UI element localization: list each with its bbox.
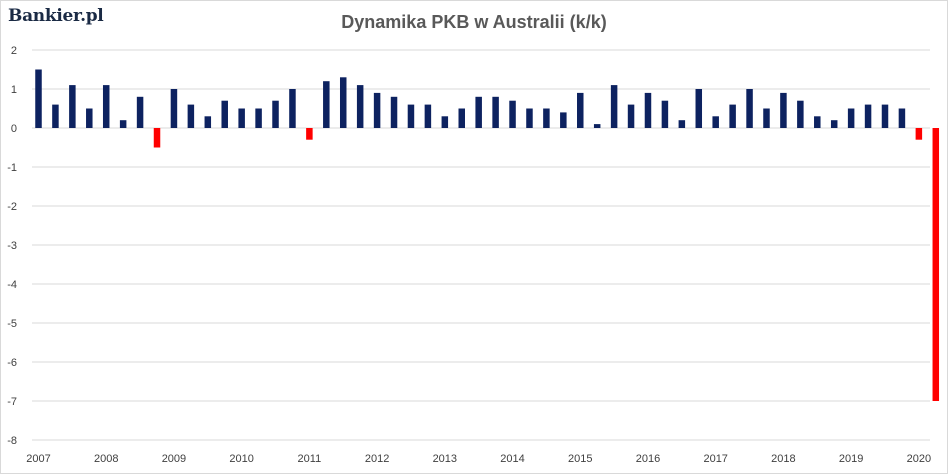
y-tick-label: -2 [7, 201, 17, 213]
gridlines [32, 49, 930, 441]
bars [35, 69, 940, 401]
bar [102, 85, 110, 128]
y-tick-label: -7 [7, 396, 17, 408]
bar [661, 100, 669, 128]
bar [932, 128, 940, 401]
bar [830, 120, 838, 128]
bar [306, 128, 313, 140]
bar [898, 108, 906, 128]
bar [475, 96, 482, 128]
bar [272, 100, 279, 128]
x-tick-label: 2010 [229, 453, 253, 465]
bar [35, 69, 42, 128]
x-tick-label: 2014 [500, 453, 524, 465]
y-tick-label: 2 [11, 45, 17, 57]
bankier-logo: Bankier.pl [8, 6, 104, 26]
x-tick-label: 2007 [26, 453, 50, 465]
bar [729, 104, 736, 128]
y-tick-label: -4 [7, 279, 17, 291]
x-axis-ticks: 2007 2008 2009 2010 2011 2012 2013 2014 2015 2016… [26, 453, 931, 465]
bar [678, 120, 686, 128]
y-tick-label: -8 [7, 435, 17, 447]
bar [644, 92, 652, 128]
bar [153, 128, 161, 148]
x-tick-label: 2012 [365, 453, 389, 465]
bar [407, 104, 415, 128]
bar [356, 85, 364, 128]
x-tick-label: 2017 [703, 453, 727, 465]
bar [915, 128, 923, 140]
y-axis-ticks: 2 1 0 -1 -2 -3 -4 -5 -6 -7 -8 [7, 45, 17, 447]
bar [695, 89, 703, 128]
bar [610, 85, 618, 128]
bar [221, 100, 228, 128]
x-tick-label: 2020 [907, 453, 931, 465]
bar [441, 116, 449, 128]
bar [847, 108, 855, 128]
bar [424, 104, 432, 128]
bar [881, 104, 889, 128]
bar [390, 96, 398, 128]
bar [119, 120, 127, 128]
x-tick-label: 2019 [839, 453, 863, 465]
bar [373, 92, 381, 128]
x-tick-label: 2013 [433, 453, 457, 465]
x-tick-label: 2011 [298, 453, 322, 465]
bar [746, 89, 753, 128]
x-tick-label: 2018 [771, 453, 795, 465]
bar [323, 81, 330, 128]
bar [712, 116, 719, 128]
bar [289, 89, 296, 128]
bar [255, 108, 262, 128]
x-tick-label: 2016 [636, 453, 660, 465]
bar [509, 100, 516, 128]
bar [763, 108, 770, 128]
bar [780, 92, 787, 128]
bar [577, 92, 584, 128]
bar [492, 96, 499, 128]
bar [136, 96, 144, 128]
x-tick-label: 2009 [162, 453, 186, 465]
bar [797, 100, 804, 128]
x-tick-label: 2015 [568, 453, 592, 465]
bar [560, 112, 567, 128]
chart-title: Dynamika PKB w Australii (k/k) [341, 12, 607, 32]
bar [86, 108, 93, 128]
y-tick-label: 1 [11, 84, 17, 96]
bar [543, 108, 550, 128]
bar [52, 104, 59, 128]
y-tick-label: -5 [7, 318, 17, 330]
x-tick-label: 2008 [94, 453, 118, 465]
bar [814, 116, 821, 128]
bar [339, 77, 347, 128]
bar [458, 108, 465, 128]
bar [69, 85, 76, 128]
bar [238, 108, 245, 128]
y-tick-label: -3 [7, 240, 17, 252]
bar [864, 104, 872, 128]
y-tick-label: 0 [11, 123, 17, 135]
bar [187, 104, 195, 128]
bar [593, 124, 601, 128]
bar [526, 108, 533, 128]
bar [204, 116, 212, 128]
y-tick-label: -6 [7, 357, 17, 369]
bar [627, 104, 635, 128]
y-tick-label: -1 [7, 162, 17, 174]
bar [170, 89, 178, 128]
